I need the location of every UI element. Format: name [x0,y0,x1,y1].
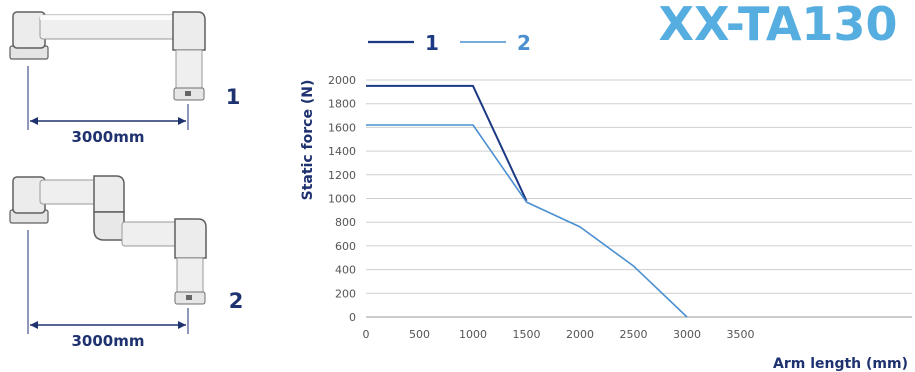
y-tick-label: 0 [349,311,356,324]
x-tick-label: 2000 [566,328,594,341]
arm-1-elbow-joint [172,11,206,51]
x-tick-label: 3000 [673,328,701,341]
x-tick-label: 1500 [513,328,541,341]
x-tick-label: 1000 [459,328,487,341]
arm-2-end-connector [186,295,192,300]
legend-label-2: 2 [517,31,531,55]
y-tick-label: 600 [335,240,356,253]
arm-2-first-tube [39,179,101,205]
arm-2-vertical-tube [176,257,204,295]
x-tick-label: 2500 [620,328,648,341]
arm-1-vertical-tube [175,49,203,91]
x-tick-label: 500 [409,328,430,341]
y-tick-label: 2000 [328,74,356,87]
y-tick-label: 1000 [328,193,356,206]
arm-2-end-elbow [174,218,207,259]
y-axis-ticks: 0 200 400 600 800 1000 1200 1400 1600 1800 2000 [328,74,356,324]
arm-1-number: 1 [226,85,241,109]
y-tick-label: 800 [335,216,356,229]
arm-2-middle-elbow [93,175,125,213]
series-line-2 [366,124,688,318]
arm-1-dim-arrow-right [178,117,186,125]
arm-illustration-2 [9,175,207,334]
y-tick-label: 1200 [328,169,356,182]
arm-2-dim-arrow-left [30,321,38,329]
x-tick-label: 3500 [727,328,755,341]
chart-series [365,84,688,318]
series-line-1 [366,84,528,202]
arm-1-length-label: 3000mm [71,128,144,146]
arm-2-number: 2 [229,289,244,313]
arm-1-dim-arrow-left [30,117,38,125]
arm-2-dim-arrow-right [178,321,186,329]
arm-1-tube-highlight [40,15,180,20]
x-axis-ticks: 0 500 1000 1500 2000 2500 3000 3500 [363,328,755,341]
model-title: XX-TA130 [659,0,898,51]
chart-grid [366,79,912,318]
x-tick-label: 0 [363,328,370,341]
arm-2-middle-lower-joint [93,211,125,241]
static-force-chart: 0 200 400 600 800 1000 1200 1400 1600 1800 2000 0 5… [300,31,912,372]
arm-illustration-1 [9,11,206,130]
y-tick-label: 1400 [328,145,356,158]
arm-2-second-tube [121,221,183,247]
arm-1-end-connector [185,91,191,96]
arm-2-length-label: 3000mm [71,332,144,350]
y-axis-label: Static force (N) [300,80,316,201]
x-axis-label: Arm length (mm) [773,356,908,372]
y-tick-label: 1800 [328,98,356,111]
y-tick-label: 200 [335,287,356,300]
y-tick-label: 1600 [328,121,356,134]
y-tick-label: 400 [335,264,356,277]
legend-label-1: 1 [425,31,439,55]
